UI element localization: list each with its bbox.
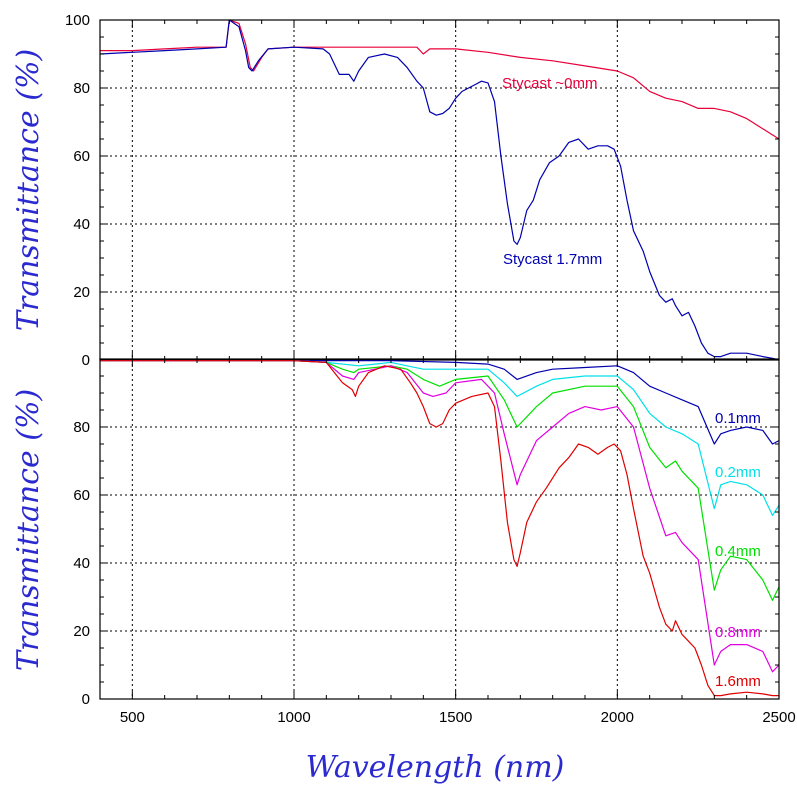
series-line-stycast-0mm — [100, 19, 780, 140]
lower-y-axis-title: Transmittance (%) — [11, 389, 46, 671]
x-tick-label: 2000 — [601, 709, 634, 726]
series-label-0-1mm: 0.1mm — [715, 410, 761, 427]
x-tick-label: 1000 — [277, 709, 310, 726]
series-line-stycast-1-7mm — [99, 19, 780, 361]
y-tick-label: 60 — [73, 148, 90, 165]
series-label-0-8mm: 0.8mm — [715, 624, 761, 641]
series-label-stycast-1-7mm: Stycast 1.7mm — [503, 251, 602, 268]
y-tick-label: 40 — [73, 555, 90, 572]
y-tick-label: 20 — [73, 284, 90, 301]
upper-panel: Stycast ~0mm Stycast 1.7mm 0 20 40 60 80 100 — [65, 12, 780, 369]
lower-panel: 0.1mm 0.2mm 0.4mm 0.8mm 1.6mm 0 20 40 60 80 500 100… — [73, 358, 796, 726]
series-line-0-8mm — [100, 360, 780, 673]
series-line-1-6mm — [100, 360, 779, 697]
series-line-0-1mm — [100, 360, 780, 445]
upper-y-axis-title: Transmittance (%) — [11, 49, 46, 331]
y-tick-label: 20 — [73, 623, 90, 640]
y-tick-label: 100 — [65, 12, 90, 29]
series-label-stycast-0mm: Stycast ~0mm — [502, 75, 597, 92]
series-label-1-6mm: 1.6mm — [715, 673, 761, 690]
y-tick-label: 0 — [82, 352, 90, 369]
series-label-0-4mm: 0.4mm — [715, 543, 761, 560]
x-axis-title: Wavelength (nm) — [306, 750, 565, 785]
series-line-0-2mm — [100, 360, 780, 516]
y-tick-label: 80 — [73, 419, 90, 436]
x-tick-label: 2500 — [762, 709, 795, 726]
y-tick-label: 40 — [73, 216, 90, 233]
plot-frame — [99, 358, 780, 700]
series-label-0-2mm: 0.2mm — [715, 464, 761, 481]
series-line-0-4mm — [100, 360, 780, 601]
y-tick-label: 0 — [82, 691, 90, 708]
y-tick-label: 80 — [73, 80, 90, 97]
x-tick-label: 500 — [120, 709, 145, 726]
x-tick-label: 1500 — [439, 709, 472, 726]
y-tick-label: 60 — [73, 487, 90, 504]
